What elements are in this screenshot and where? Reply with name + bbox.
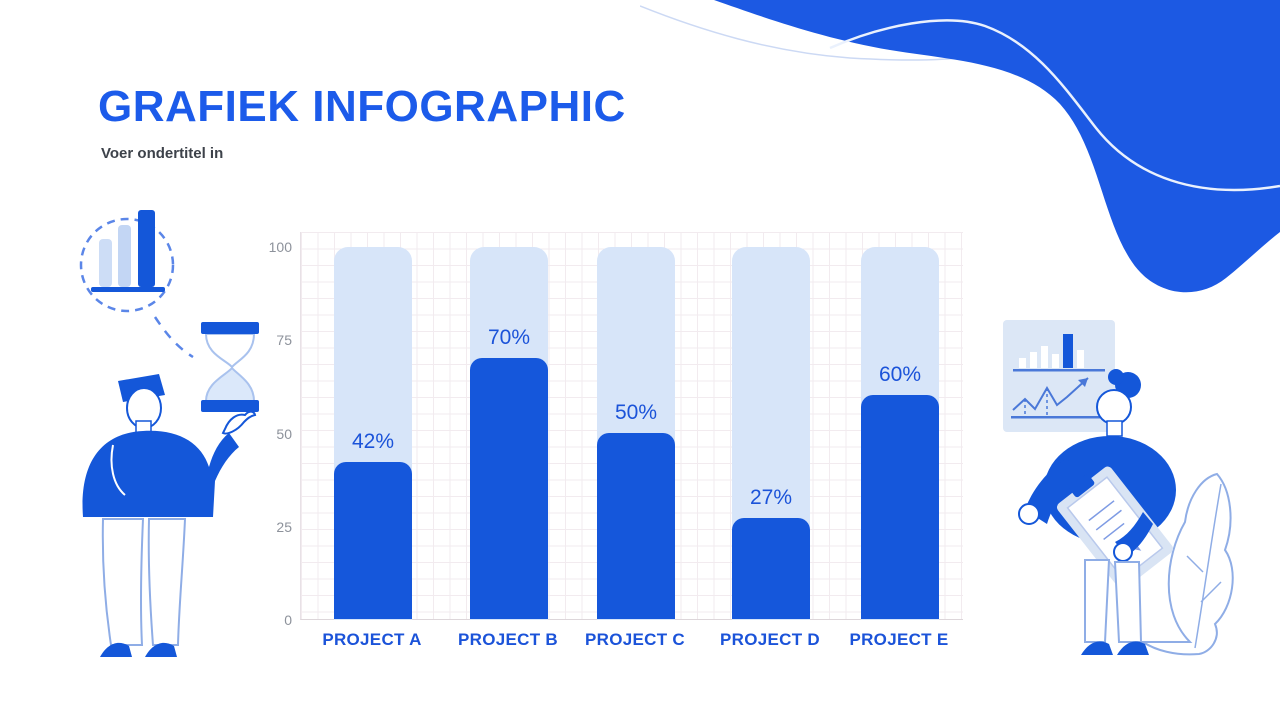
bar-fill	[470, 357, 548, 619]
x-axis-label: PROJECT E	[849, 630, 949, 649]
bar-value-label: 60%	[878, 363, 922, 387]
bar-value-label: 27%	[749, 486, 793, 510]
bar-fill	[597, 432, 675, 619]
hourglass-icon	[201, 322, 259, 412]
x-axis-label: PROJECT B	[458, 630, 558, 649]
wave-fill	[714, 0, 1280, 293]
y-axis-tick: 50	[276, 425, 292, 442]
y-axis-tick: 25	[276, 518, 292, 535]
x-axis-label: PROJECT D	[720, 630, 820, 649]
y-axis-tick: 0	[284, 612, 292, 628]
bar-value-label: 70%	[487, 325, 531, 349]
x-axis-label: PROJECT A	[322, 630, 422, 649]
person-presenting-illustration	[79, 210, 259, 657]
bar-value-label: 42%	[351, 430, 395, 454]
analytics-board-icon	[1003, 320, 1115, 432]
wave-shape	[640, 0, 1280, 293]
plot-area: 42% 70% 50% 27% 60%	[300, 232, 963, 620]
bar-fill	[861, 395, 939, 619]
bar-fill	[334, 462, 412, 619]
wave-white-line	[829, 19, 1280, 192]
bar-chart-icon	[79, 210, 194, 359]
person-left	[82, 374, 257, 657]
y-axis-tick: 75	[276, 332, 292, 349]
person-right	[1018, 369, 1176, 655]
wave-faint-line	[640, 5, 975, 61]
page-subtitle: Voer ondertitel in	[101, 145, 224, 162]
page-title: GRAFIEK INFOGRAPHIC	[98, 82, 626, 131]
bar-fill	[732, 518, 810, 619]
plant-icon	[1139, 472, 1234, 656]
trend-arrow-icon	[1011, 377, 1107, 419]
x-axis-label: PROJECT C	[585, 630, 685, 649]
bar-value-label: 50%	[614, 400, 658, 424]
person-clipboard-illustration	[1003, 320, 1234, 656]
y-axis-tick: 100	[268, 239, 292, 255]
